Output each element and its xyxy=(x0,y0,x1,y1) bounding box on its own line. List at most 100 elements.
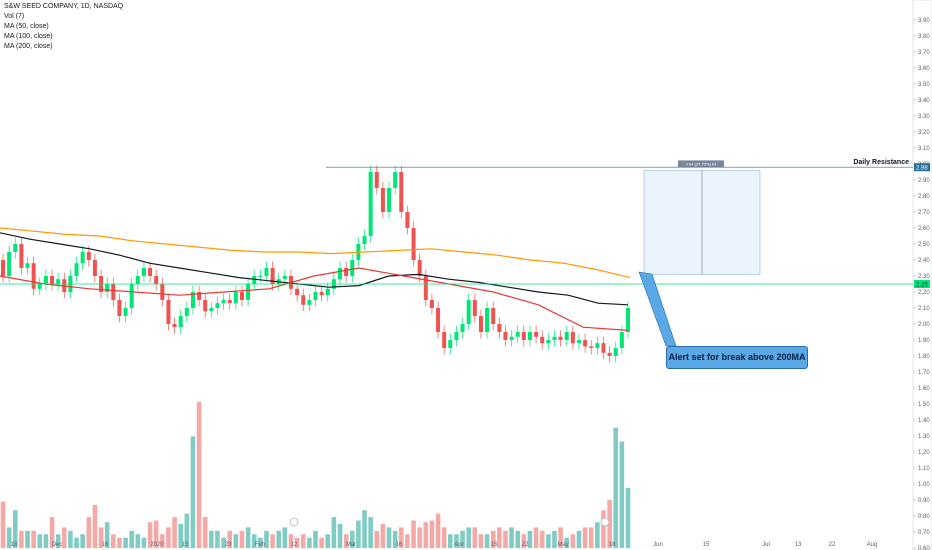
volume-bar xyxy=(337,523,343,548)
candle-body xyxy=(576,340,581,344)
price-tick-label: 0.80 xyxy=(918,514,930,520)
volume-bar xyxy=(515,530,521,548)
price-tick-label: 1.70 xyxy=(918,370,930,376)
candle-body xyxy=(478,316,483,332)
volume-bar xyxy=(0,501,6,548)
price-tick-label: 3.20 xyxy=(918,130,930,136)
candle-body xyxy=(589,346,594,348)
volume-bar xyxy=(117,537,122,548)
volume-bar xyxy=(588,527,594,548)
volume-bar xyxy=(613,427,619,548)
volume-bar xyxy=(368,517,373,548)
candle-body xyxy=(105,284,110,292)
candle-body xyxy=(154,276,159,284)
candle-body xyxy=(282,276,287,280)
volume-bar xyxy=(398,527,404,548)
volume-bar xyxy=(392,530,398,548)
candle-body xyxy=(141,268,146,276)
price-tick-label: 0.60 xyxy=(918,546,930,550)
axis-background xyxy=(912,0,932,550)
volume-bar xyxy=(356,520,361,548)
candle-body xyxy=(626,308,630,332)
volume-bar xyxy=(405,534,410,548)
date-tick-label: Jun xyxy=(653,542,663,548)
volume-bar xyxy=(55,534,61,548)
volume-bar xyxy=(68,530,73,548)
price-tick-label: 3.30 xyxy=(918,114,930,120)
volume-bar xyxy=(294,537,300,548)
candle-body xyxy=(497,324,502,332)
volume-bar xyxy=(386,527,392,548)
volume-bar xyxy=(509,527,514,548)
ma50-line xyxy=(0,232,629,306)
candle-body xyxy=(448,340,453,348)
volume-bar xyxy=(264,530,269,548)
volume-bar xyxy=(423,522,429,548)
price-tick-label: 2.80 xyxy=(918,194,930,200)
date-tick-label: Apr xyxy=(454,542,463,548)
current-price-tag xyxy=(914,280,930,288)
chart-annotations: 2.98 2.25 Daily Resistance xyxy=(0,159,930,527)
volume-bar xyxy=(380,523,386,548)
candle-body xyxy=(485,308,490,332)
volume-bar xyxy=(521,534,527,548)
candle-body xyxy=(19,244,24,268)
price-tick-label: 1.40 xyxy=(918,418,930,424)
volume-bar xyxy=(576,530,582,548)
volume-bar xyxy=(141,537,147,548)
price-tick-label: 1.00 xyxy=(918,482,930,488)
volume-bar xyxy=(61,527,67,548)
date-tick-label: 13 xyxy=(795,542,802,548)
candle-body xyxy=(31,263,36,289)
date-tick-label: 15 xyxy=(182,542,189,548)
volume-bar xyxy=(110,534,116,548)
volume-bar xyxy=(215,530,220,548)
candle-body xyxy=(307,300,312,305)
candle-body xyxy=(313,292,318,300)
candle-body xyxy=(619,332,624,348)
candle-body xyxy=(534,332,539,337)
volume-bar xyxy=(129,530,134,548)
candle-body xyxy=(436,308,441,332)
volume-bar xyxy=(276,530,282,548)
price-tick-label: 0.90 xyxy=(918,498,930,504)
candle-body xyxy=(393,172,398,188)
candle-body xyxy=(380,188,385,212)
candle-body xyxy=(325,288,330,296)
volume-bar xyxy=(533,527,539,548)
candle-body xyxy=(1,260,5,276)
volume-bar xyxy=(362,510,367,548)
price-tick-label: 3.90 xyxy=(918,18,930,24)
volume-bar xyxy=(307,537,312,548)
date-tick-label: 22 xyxy=(522,542,529,548)
volume-bar xyxy=(625,487,631,548)
volume-bar xyxy=(325,534,331,548)
candle-body xyxy=(509,336,514,340)
price-tick-label: 2.00 xyxy=(918,322,930,328)
candle-body xyxy=(472,300,477,316)
candle-body xyxy=(264,268,269,276)
volume-bar xyxy=(80,534,85,548)
volume-bar xyxy=(160,534,165,548)
candle-body xyxy=(546,340,551,344)
candle-body xyxy=(270,268,275,284)
candle-body xyxy=(503,332,508,340)
volume-bar xyxy=(319,537,324,548)
date-tick-label: Aug xyxy=(867,542,878,548)
volume-bar xyxy=(31,530,36,548)
volume-bar xyxy=(429,520,435,548)
volume-bar xyxy=(564,537,570,548)
candle-body xyxy=(166,300,171,324)
candle-body xyxy=(160,284,165,300)
candle-body xyxy=(607,352,612,356)
candle-body xyxy=(74,263,79,276)
volume-bar xyxy=(472,527,478,548)
candle-body xyxy=(135,276,140,284)
volume-bar xyxy=(570,534,576,548)
candle-body xyxy=(111,284,116,300)
date-tick-label: 2020 xyxy=(150,542,164,548)
volume-bar xyxy=(123,537,128,548)
date-tick-label: 16 xyxy=(102,542,109,548)
candle-body xyxy=(148,268,153,276)
